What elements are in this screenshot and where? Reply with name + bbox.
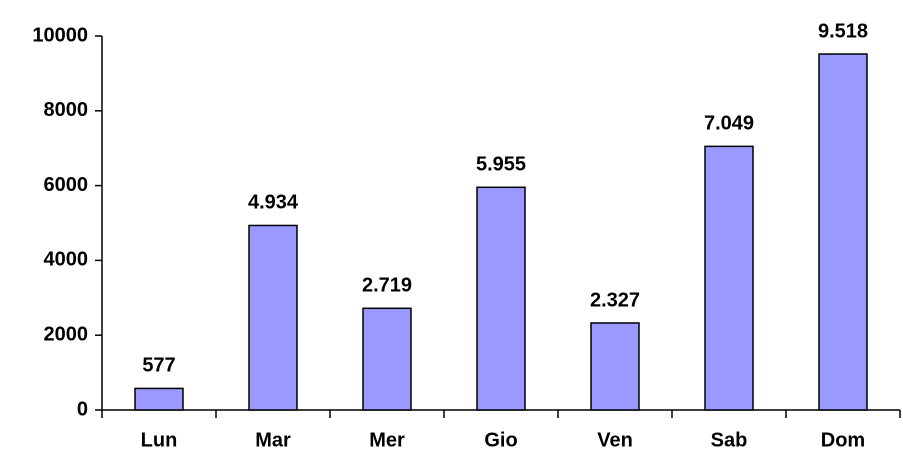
x-tick-label: Sab (711, 429, 748, 451)
value-label: 5.955 (476, 154, 526, 176)
value-label: 577 (142, 355, 175, 377)
value-label: 7.049 (704, 113, 754, 135)
bar (476, 186, 526, 411)
x-tick-label: Lun (141, 429, 178, 451)
x-tick-label: Ven (597, 429, 633, 451)
value-label: 9.518 (818, 20, 868, 42)
y-tick-label: 0 (77, 398, 88, 420)
value-label: 2.719 (362, 275, 412, 297)
x-tick-label: Dom (821, 429, 865, 451)
bar (248, 224, 298, 411)
x-tick-label: Mer (369, 429, 405, 451)
bar (362, 307, 412, 411)
bar (590, 322, 640, 411)
bar (134, 387, 184, 411)
bar (704, 145, 754, 411)
bar (818, 53, 868, 411)
x-tick-label: Gio (484, 429, 517, 451)
y-tick-label: 8000 (44, 99, 89, 121)
value-label: 2.327 (590, 289, 640, 311)
y-tick-label: 4000 (44, 249, 89, 271)
x-tick-label: Mar (255, 429, 291, 451)
y-tick-label: 2000 (44, 323, 89, 345)
y-tick-label: 10000 (32, 24, 88, 46)
value-label: 4.934 (248, 192, 299, 214)
y-tick-label: 6000 (44, 174, 89, 196)
